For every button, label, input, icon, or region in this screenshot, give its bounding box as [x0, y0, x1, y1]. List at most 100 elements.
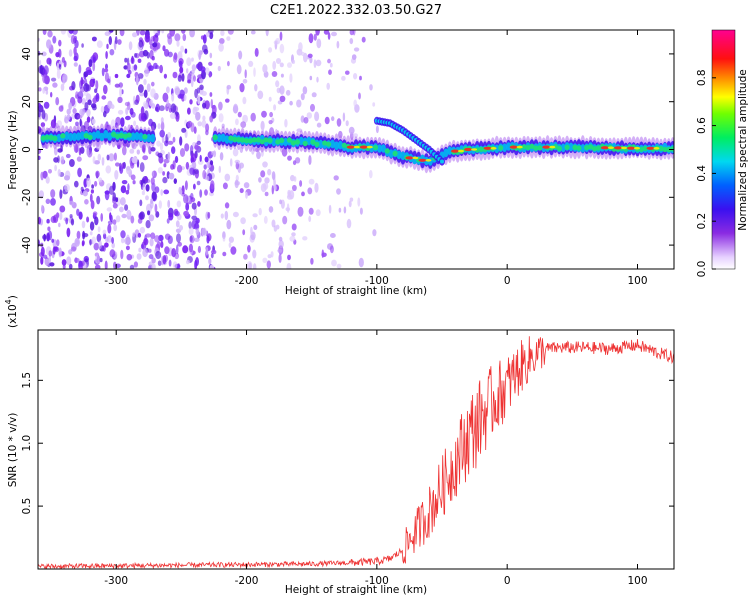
noise-speckle [148, 214, 155, 222]
noise-speckle [81, 240, 85, 246]
noise-speckle [126, 165, 131, 175]
noise-speckle [179, 136, 183, 146]
ridge-segment [68, 132, 74, 142]
noise-speckle [134, 53, 138, 58]
noise-speckle [133, 64, 138, 71]
ridge-segment [580, 144, 586, 153]
noise-speckle [140, 243, 144, 249]
noise-speckle [218, 101, 223, 111]
noise-speckle [351, 54, 357, 60]
noise-speckle [50, 215, 57, 224]
noise-speckle [160, 189, 163, 196]
noise-speckle [173, 52, 178, 60]
noise-speckle [260, 120, 265, 131]
noise-speckle [60, 30, 67, 35]
noise-speckle [137, 58, 142, 63]
noise-speckle [98, 240, 102, 249]
noise-speckle [278, 253, 282, 263]
noise-speckle [66, 227, 71, 238]
noise-speckle [164, 246, 170, 255]
noise-speckle [147, 248, 152, 253]
noise-speckle [38, 190, 45, 199]
noise-speckle [190, 192, 194, 200]
noise-speckle [289, 73, 293, 83]
noise-speckle [47, 30, 53, 38]
noise-speckle [142, 101, 149, 109]
noise-speckle [316, 76, 319, 83]
noise-speckle [151, 103, 156, 109]
noise-speckle [58, 222, 61, 228]
noise-speckle [157, 152, 163, 158]
noise-speckle [72, 108, 77, 114]
noise-speckle [210, 180, 215, 190]
noise-speckle [52, 35, 57, 44]
noise-speckle [110, 214, 113, 223]
noise-speckle [342, 112, 346, 122]
noise-speckle [345, 70, 350, 75]
ridge-segment [521, 144, 527, 150]
noise-speckle [184, 48, 188, 54]
noise-speckle [172, 71, 178, 79]
noise-speckle [239, 188, 244, 194]
noise-speckle [56, 212, 60, 219]
noise-speckle [167, 140, 174, 145]
noise-speckle [83, 91, 89, 96]
noise-speckle [42, 87, 46, 94]
ridge-segment [372, 144, 379, 151]
noise-speckle [150, 147, 156, 152]
noise-speckle [102, 229, 107, 235]
noise-speckle [228, 236, 234, 243]
noise-speckle [299, 180, 303, 187]
noise-speckle [171, 146, 176, 155]
noise-speckle [146, 83, 151, 92]
colorbar-tick-label: 0.4 [696, 165, 708, 182]
noise-speckle [176, 233, 181, 243]
noise-speckle [136, 253, 142, 260]
noise-speckle [303, 117, 309, 124]
noise-speckle [56, 69, 61, 79]
noise-speckle [262, 257, 268, 263]
noise-speckle [353, 73, 358, 80]
noise-speckle [224, 173, 231, 182]
noise-speckle [289, 235, 296, 242]
noise-speckle [155, 250, 162, 260]
noise-speckle [333, 175, 339, 181]
x-tick-label: 100 [627, 275, 647, 287]
ridge-segment [290, 140, 296, 146]
noise-speckle [66, 256, 72, 266]
colorbar-label: Normalized spectral amplitude [737, 69, 749, 230]
noise-speckle [222, 236, 226, 242]
noise-speckle [329, 245, 334, 254]
ridge-hotspot [627, 146, 635, 150]
noise-speckle [273, 184, 277, 192]
noise-speckle [275, 224, 280, 230]
noise-speckle [358, 257, 364, 268]
spectrogram-marks [38, 30, 674, 269]
ridge-segment [595, 145, 602, 151]
noise-speckle [201, 228, 206, 236]
snr-y-multiplier: (x104) [4, 295, 19, 328]
noise-speckle [142, 49, 149, 57]
noise-speckle [260, 170, 266, 178]
noise-speckle [169, 30, 176, 37]
noise-speckle [234, 179, 239, 189]
ridge-segment [255, 137, 261, 143]
noise-speckle [263, 215, 268, 224]
noise-speckle [163, 163, 167, 168]
noise-speckle [250, 226, 253, 235]
noise-speckle [224, 210, 229, 221]
noise-speckle [108, 153, 115, 162]
ridge-segment [560, 143, 566, 153]
noise-speckle [117, 96, 123, 104]
snr-x-label: Height of straight line (km) [285, 584, 427, 596]
noise-speckle [58, 64, 62, 70]
noise-speckle [290, 174, 295, 182]
noise-speckle [151, 81, 155, 87]
ridge-segment [310, 139, 316, 145]
noise-speckle [210, 151, 215, 156]
noise-speckle [286, 203, 290, 214]
noise-speckle [196, 180, 201, 186]
ridge-segment [243, 138, 250, 144]
noise-speckle [151, 191, 157, 201]
